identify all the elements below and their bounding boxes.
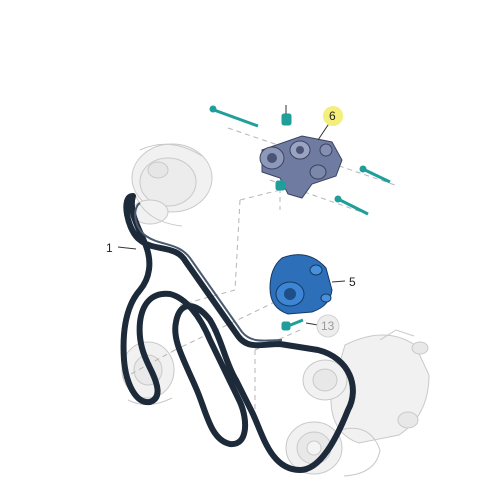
bolt-lower-right	[334, 195, 369, 216]
bolt-right	[359, 165, 391, 184]
callout-leaders	[117, 121, 346, 326]
bolt-upper-center	[281, 105, 292, 126]
bolt-upper-left	[209, 105, 259, 128]
callout-6: 6	[323, 106, 343, 126]
bolt-lower-center	[275, 180, 286, 191]
ghost-components	[121, 143, 430, 477]
compressor-ghost	[302, 329, 430, 444]
alternator-ghost	[131, 143, 213, 227]
tensioner-assembly	[259, 135, 343, 199]
callout-6-label: 6	[329, 109, 336, 123]
drive-belt	[120, 193, 356, 473]
callout-1-label: 1	[106, 241, 113, 255]
bolt-13	[281, 318, 304, 331]
bolts	[209, 105, 391, 331]
callout-13: 13	[316, 314, 340, 338]
callout-5-label: 5	[349, 275, 356, 289]
callout-5: 5	[349, 275, 356, 289]
idler-ghost	[121, 341, 175, 405]
callout-13-label: 13	[321, 319, 335, 333]
callout-1: 1	[106, 241, 113, 255]
callout-6-highlight	[323, 106, 343, 126]
water-pump	[269, 254, 333, 315]
callout-13-circle	[316, 314, 340, 338]
